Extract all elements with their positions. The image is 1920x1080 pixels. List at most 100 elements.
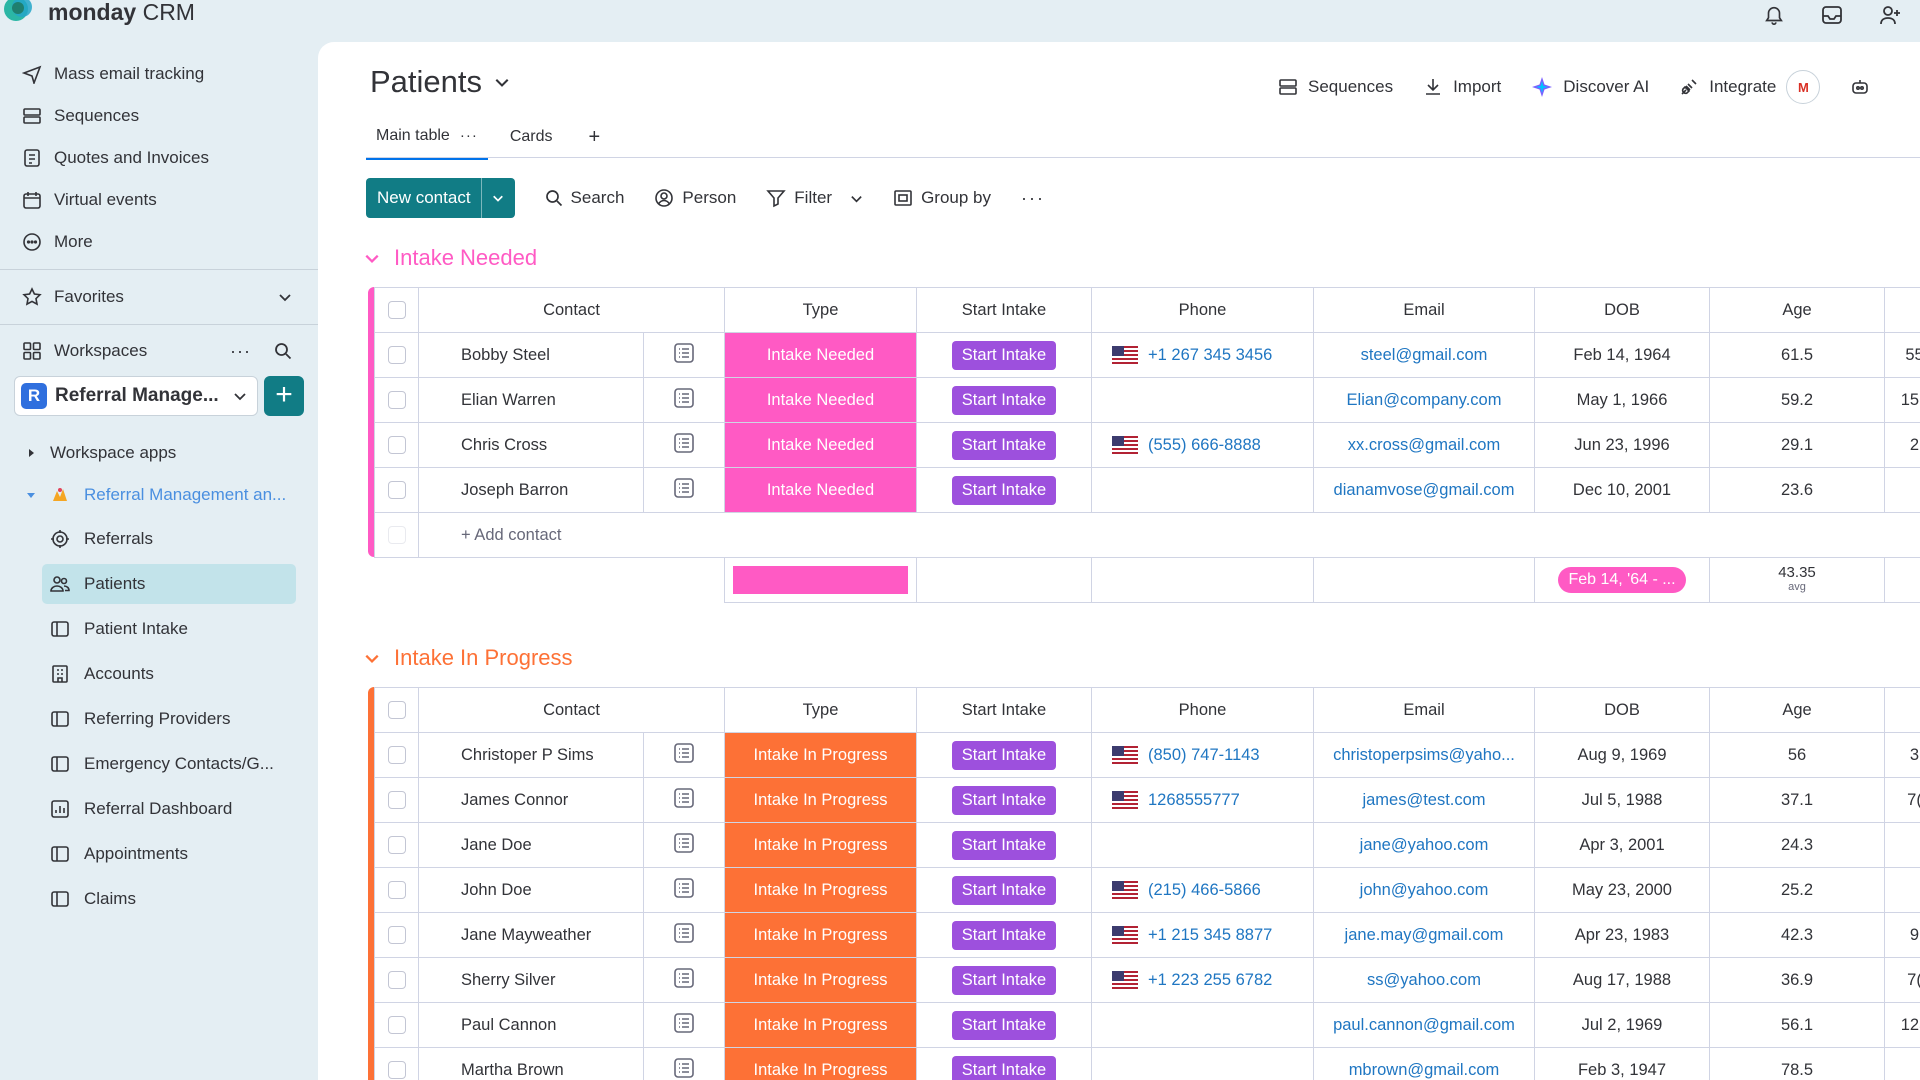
open-item-icon[interactable]: [643, 377, 725, 423]
status-label[interactable]: Intake In Progress: [724, 777, 917, 823]
status-label[interactable]: Intake Needed: [724, 332, 917, 378]
row-checkbox[interactable]: [374, 422, 419, 468]
age-cell[interactable]: 56: [1709, 732, 1885, 778]
table-row[interactable]: Jane Mayweather Intake In Progress Start…: [374, 912, 1920, 958]
open-item-icon[interactable]: [643, 957, 725, 1003]
contact-name[interactable]: Jane Doe: [418, 822, 644, 868]
sidebar-favorites[interactable]: Favorites: [22, 279, 312, 315]
table-row[interactable]: Bobby Steel Intake Needed Start Intake +…: [374, 332, 1920, 378]
group-header-intake-in-progress[interactable]: Intake In Progress: [364, 645, 573, 671]
age-cell[interactable]: 59.2: [1709, 377, 1885, 423]
column-header-phone[interactable]: Phone: [1091, 287, 1314, 333]
extra-cell[interactable]: [1884, 867, 1920, 913]
email-link[interactable]: john@yahoo.com: [1313, 867, 1535, 913]
start-intake-button[interactable]: Start Intake: [951, 740, 1057, 770]
dob-cell[interactable]: Apr 23, 1983: [1534, 912, 1710, 958]
status-label[interactable]: Intake Needed: [724, 377, 917, 423]
age-cell[interactable]: 23.6: [1709, 467, 1885, 513]
sidebar-item-quotes-invoices[interactable]: Quotes and Invoices: [22, 140, 312, 176]
sidebar-item-accounts[interactable]: Accounts: [42, 654, 296, 694]
status-label[interactable]: Intake In Progress: [724, 1002, 917, 1048]
more-options-icon[interactable]: ···: [1021, 187, 1045, 208]
email-link[interactable]: christoperpsims@yaho...: [1313, 732, 1535, 778]
import-button[interactable]: Import: [1423, 77, 1501, 97]
new-contact-button[interactable]: New contact: [366, 178, 515, 218]
group-header-intake-needed[interactable]: Intake Needed: [364, 245, 537, 271]
table-row[interactable]: Martha Brown Intake In Progress Start In…: [374, 1047, 1920, 1080]
column-header-extra[interactable]: [1884, 687, 1920, 733]
start-intake-button[interactable]: Start Intake: [951, 430, 1057, 460]
phone-cell[interactable]: [1091, 1002, 1314, 1048]
add-view-button[interactable]: +: [588, 125, 601, 148]
row-checkbox[interactable]: [374, 332, 419, 378]
workspaces-more-icon[interactable]: ···: [230, 340, 251, 361]
open-item-icon[interactable]: [643, 912, 725, 958]
contact-name[interactable]: Elian Warren: [418, 377, 644, 423]
column-header-contact[interactable]: Contact: [418, 287, 725, 333]
contact-name[interactable]: Paul Cannon: [418, 1002, 644, 1048]
table-row[interactable]: Jane Doe Intake In Progress Start Intake…: [374, 822, 1920, 868]
sidebar-item-emergency-contacts[interactable]: Emergency Contacts/G...: [42, 744, 296, 784]
dob-cell[interactable]: Aug 17, 1988: [1534, 957, 1710, 1003]
start-intake-button[interactable]: Start Intake: [951, 785, 1057, 815]
chevron-down-icon[interactable]: [850, 192, 863, 205]
phone-cell[interactable]: [1091, 1047, 1314, 1080]
add-contact-input[interactable]: + Add contact: [418, 512, 1920, 558]
email-link[interactable]: james@test.com: [1313, 777, 1535, 823]
tab-main-table[interactable]: Main table ···: [366, 114, 488, 160]
age-cell[interactable]: 78.5: [1709, 1047, 1885, 1080]
dob-summary[interactable]: Feb 14, '64 - ...: [1534, 557, 1710, 603]
extra-cell[interactable]: 7(: [1884, 777, 1920, 823]
folder-referral-management[interactable]: Referral Management an...: [26, 477, 316, 513]
email-link[interactable]: jane@yahoo.com: [1313, 822, 1535, 868]
column-header-type[interactable]: Type: [724, 287, 917, 333]
table-row[interactable]: Paul Cannon Intake In Progress Start Int…: [374, 1002, 1920, 1048]
dob-cell[interactable]: Feb 14, 1964: [1534, 332, 1710, 378]
row-checkbox[interactable]: [374, 912, 419, 958]
start-intake-button[interactable]: Start Intake: [951, 965, 1057, 995]
age-summary[interactable]: 43.35 avg: [1709, 557, 1885, 603]
dob-cell[interactable]: Apr 3, 2001: [1534, 822, 1710, 868]
group-by-button[interactable]: Group by: [893, 188, 991, 208]
phone-cell[interactable]: +1 215 345 8877: [1091, 912, 1314, 958]
extra-cell[interactable]: 7(: [1884, 957, 1920, 1003]
sidebar-item-mass-email-tracking[interactable]: Mass email tracking: [22, 56, 312, 92]
filter-button[interactable]: Filter: [766, 188, 863, 208]
column-header-dob[interactable]: DOB: [1534, 287, 1710, 333]
sidebar-item-more[interactable]: More: [22, 224, 312, 260]
column-header-email[interactable]: Email: [1313, 687, 1535, 733]
email-link[interactable]: mbrown@gmail.com: [1313, 1047, 1535, 1080]
column-header-age[interactable]: Age: [1709, 687, 1885, 733]
table-row[interactable]: John Doe Intake In Progress Start Intake…: [374, 867, 1920, 913]
sidebar-item-appointments[interactable]: Appointments: [42, 834, 296, 874]
dob-cell[interactable]: Feb 3, 1947: [1534, 1047, 1710, 1080]
workspace-apps-toggle[interactable]: Workspace apps: [26, 435, 316, 471]
extra-cell[interactable]: 2: [1884, 422, 1920, 468]
table-row[interactable]: Joseph Barron Intake Needed Start Intake…: [374, 467, 1920, 513]
column-header-email[interactable]: Email: [1313, 287, 1535, 333]
row-checkbox[interactable]: [374, 957, 419, 1003]
status-label[interactable]: Intake In Progress: [724, 1047, 917, 1080]
column-header-extra[interactable]: [1884, 287, 1920, 333]
open-item-icon[interactable]: [643, 332, 725, 378]
sidebar-workspaces[interactable]: Workspaces ···: [22, 333, 312, 369]
status-label[interactable]: Intake In Progress: [724, 732, 917, 778]
extra-cell[interactable]: [1884, 1047, 1920, 1080]
email-link[interactable]: paul.cannon@gmail.com: [1313, 1002, 1535, 1048]
extra-cell[interactable]: 156: [1884, 377, 1920, 423]
table-row[interactable]: James Connor Intake In Progress Start In…: [374, 777, 1920, 823]
status-label[interactable]: Intake In Progress: [724, 867, 917, 913]
contact-name[interactable]: Sherry Silver: [418, 957, 644, 1003]
start-intake-button[interactable]: Start Intake: [951, 875, 1057, 905]
select-all-checkbox[interactable]: [374, 687, 419, 733]
row-checkbox[interactable]: [374, 1047, 419, 1080]
dob-cell[interactable]: May 1, 1966: [1534, 377, 1710, 423]
tab-cards[interactable]: Cards: [509, 128, 553, 145]
dob-cell[interactable]: Jul 2, 1969: [1534, 1002, 1710, 1048]
sidebar-item-sequences[interactable]: Sequences: [22, 98, 312, 134]
sidebar-item-patients[interactable]: Patients: [42, 564, 296, 604]
chevron-down-icon[interactable]: [278, 290, 292, 304]
table-row[interactable]: Sherry Silver Intake In Progress Start I…: [374, 957, 1920, 1003]
invite-member-icon[interactable]: [1870, 0, 1910, 30]
chevron-down-icon[interactable]: [364, 250, 380, 266]
